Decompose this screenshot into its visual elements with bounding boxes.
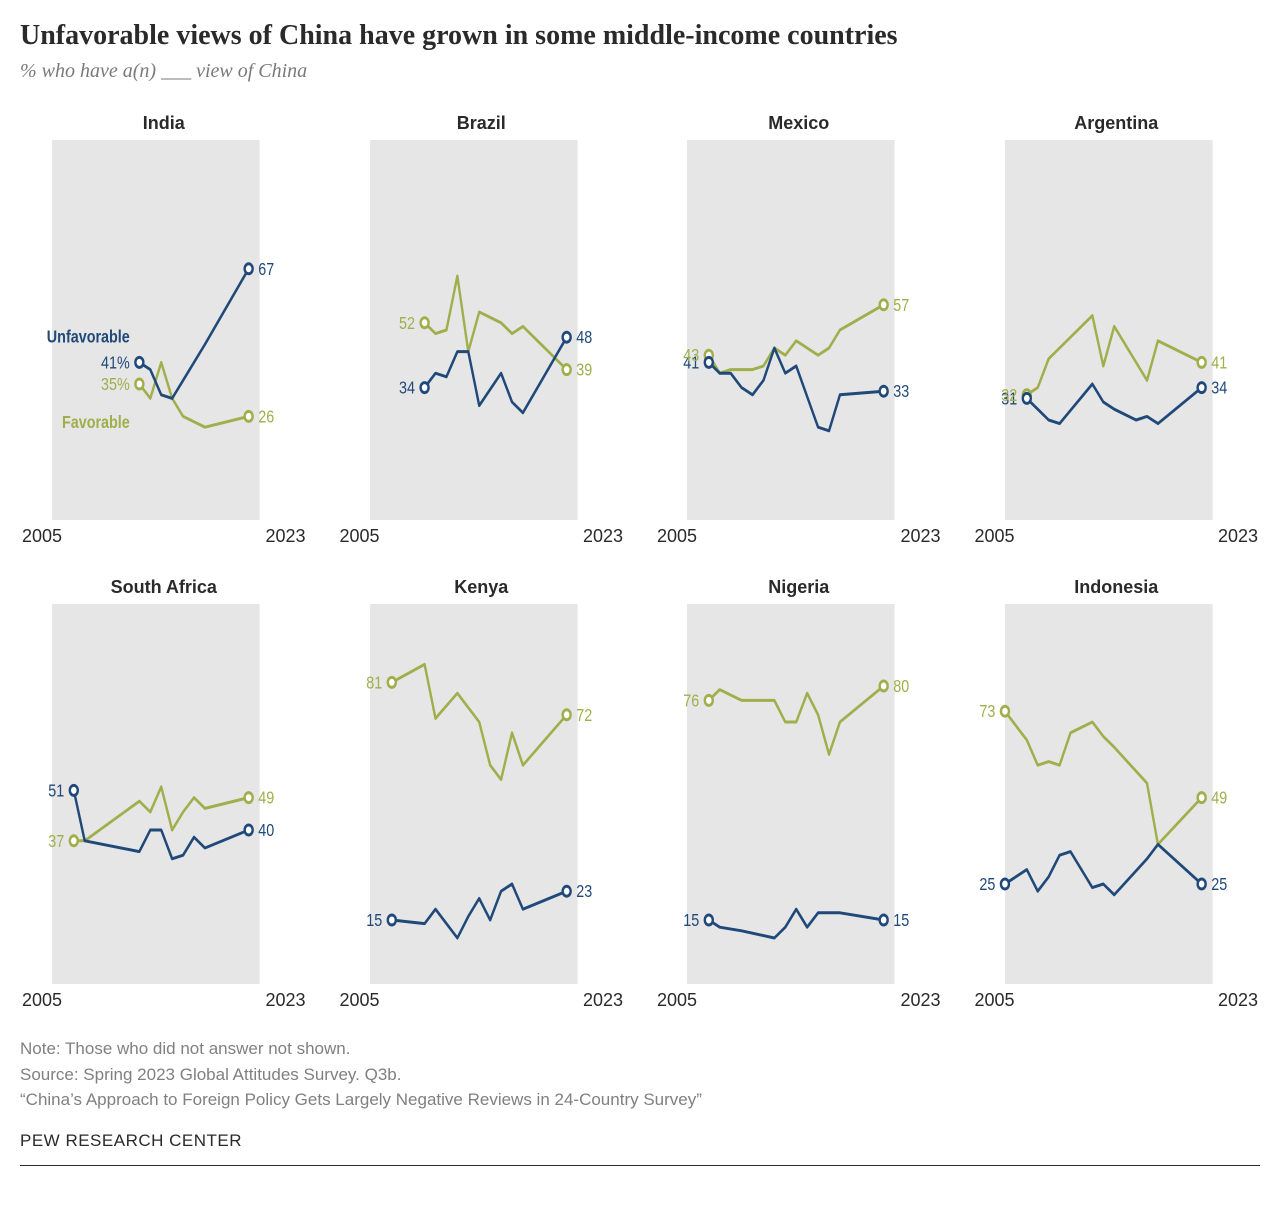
svg-text:34: 34: [1211, 378, 1227, 398]
x-tick: 2023: [900, 990, 940, 1011]
panel-title: India: [20, 113, 308, 134]
panel-brazil: Brazil 48 39 34 52 2005 2023: [338, 113, 626, 547]
chart-subtitle: % who have a(n) ___ view of China: [20, 60, 1260, 83]
bottom-rule: [20, 1165, 1260, 1166]
x-axis-labels: 2005 2023: [655, 990, 943, 1011]
svg-text:43: 43: [683, 346, 699, 366]
panel-title: Kenya: [338, 577, 626, 598]
svg-text:35%: 35%: [101, 375, 130, 395]
plot-area: 15 80 15 76: [655, 604, 943, 984]
x-axis-labels: 2005 2023: [655, 526, 943, 547]
panel-indonesia: Indonesia 25 49 25 73 2005 2023: [973, 577, 1261, 1011]
svg-text:32: 32: [1001, 385, 1017, 405]
plot-area: 33574143: [655, 140, 943, 520]
svg-text:39: 39: [576, 360, 592, 380]
svg-text:25: 25: [1211, 875, 1227, 895]
x-tick: 2005: [975, 990, 1015, 1011]
svg-text:67: 67: [258, 259, 274, 279]
x-tick: 2005: [22, 990, 62, 1011]
svg-text:51: 51: [48, 781, 64, 801]
x-tick: 2023: [1218, 526, 1258, 547]
x-tick: 2005: [340, 526, 380, 547]
x-tick: 2005: [340, 990, 380, 1011]
panel-kenya: Kenya 23 72 15 81 2005 2023: [338, 577, 626, 1011]
svg-text:37: 37: [48, 831, 64, 851]
chart-title: Unfavorable views of China have grown in…: [20, 20, 1260, 52]
panel-india: India672641%35%UnfavorableFavorable20052…: [20, 113, 308, 547]
svg-text:73: 73: [979, 702, 995, 722]
x-axis-labels: 2005 2023: [20, 526, 308, 547]
note-line: Note: Those who did not answer not shown…: [20, 1036, 1260, 1062]
panel-nigeria: Nigeria 15 80 15 76 2005 2023: [655, 577, 943, 1011]
svg-text:48: 48: [576, 328, 592, 348]
attribution: PEW RESEARCH CENTER: [20, 1131, 1260, 1151]
panel-title: Nigeria: [655, 577, 943, 598]
panel-title: South Africa: [20, 577, 308, 598]
svg-text:41: 41: [1211, 353, 1227, 373]
panel-mexico: Mexico3357414320052023: [655, 113, 943, 547]
panel-title: Argentina: [973, 113, 1261, 134]
panel-south-africa: South Africa 40 49 51 37 2005 2023: [20, 577, 308, 1011]
x-axis-labels: 2005 2023: [973, 990, 1261, 1011]
x-tick: 2005: [975, 526, 1015, 547]
svg-text:40: 40: [258, 821, 274, 841]
svg-text:Favorable: Favorable: [62, 413, 130, 433]
panel-title: Indonesia: [973, 577, 1261, 598]
panel-grid: India672641%35%UnfavorableFavorable20052…: [20, 113, 1260, 1011]
svg-text:49: 49: [1211, 788, 1227, 808]
plot-area: 67 26 41%35% Unfavorable Favorable: [20, 140, 308, 520]
svg-text:76: 76: [683, 691, 699, 711]
svg-text:81: 81: [366, 673, 382, 693]
svg-text:15: 15: [893, 911, 909, 931]
x-tick: 2005: [657, 526, 697, 547]
footnotes: Note: Those who did not answer not shown…: [20, 1036, 1260, 1113]
x-tick: 2023: [583, 526, 623, 547]
plot-area: 48 39 34 52: [338, 140, 626, 520]
plot-area: 34413132: [973, 140, 1261, 520]
plot-area: 25 49 25 73: [973, 604, 1261, 984]
x-tick: 2005: [657, 990, 697, 1011]
x-tick: 2023: [265, 990, 305, 1011]
x-tick: 2023: [583, 990, 623, 1011]
plot-area: 23 72 15 81: [338, 604, 626, 984]
svg-text:Unfavorable: Unfavorable: [47, 327, 130, 347]
x-tick: 2023: [1218, 990, 1258, 1011]
svg-text:34: 34: [399, 378, 415, 398]
x-axis-labels: 2005 2023: [20, 990, 308, 1011]
plot-area: 40 49 51 37: [20, 604, 308, 984]
note-line: Source: Spring 2023 Global Attitudes Sur…: [20, 1062, 1260, 1088]
svg-text:33: 33: [893, 382, 909, 402]
panel-title: Mexico: [655, 113, 943, 134]
svg-text:72: 72: [576, 705, 592, 725]
x-axis-labels: 2005 2023: [973, 526, 1261, 547]
x-tick: 2005: [22, 526, 62, 547]
panel-title: Brazil: [338, 113, 626, 134]
svg-text:49: 49: [258, 788, 274, 808]
x-axis-labels: 2005 2023: [338, 990, 626, 1011]
svg-text:52: 52: [399, 313, 415, 333]
x-tick: 2023: [265, 526, 305, 547]
panel-argentina: Argentina3441313220052023: [973, 113, 1261, 547]
svg-text:57: 57: [893, 295, 909, 315]
note-line: “China’s Approach to Foreign Policy Gets…: [20, 1087, 1260, 1113]
x-axis-labels: 2005 2023: [338, 526, 626, 547]
svg-text:15: 15: [683, 911, 699, 931]
x-tick: 2023: [900, 526, 940, 547]
svg-text:25: 25: [979, 875, 995, 895]
svg-text:41%: 41%: [101, 353, 130, 373]
svg-text:23: 23: [576, 882, 592, 902]
svg-text:15: 15: [366, 911, 382, 931]
svg-text:80: 80: [893, 677, 909, 697]
svg-text:26: 26: [258, 407, 274, 427]
